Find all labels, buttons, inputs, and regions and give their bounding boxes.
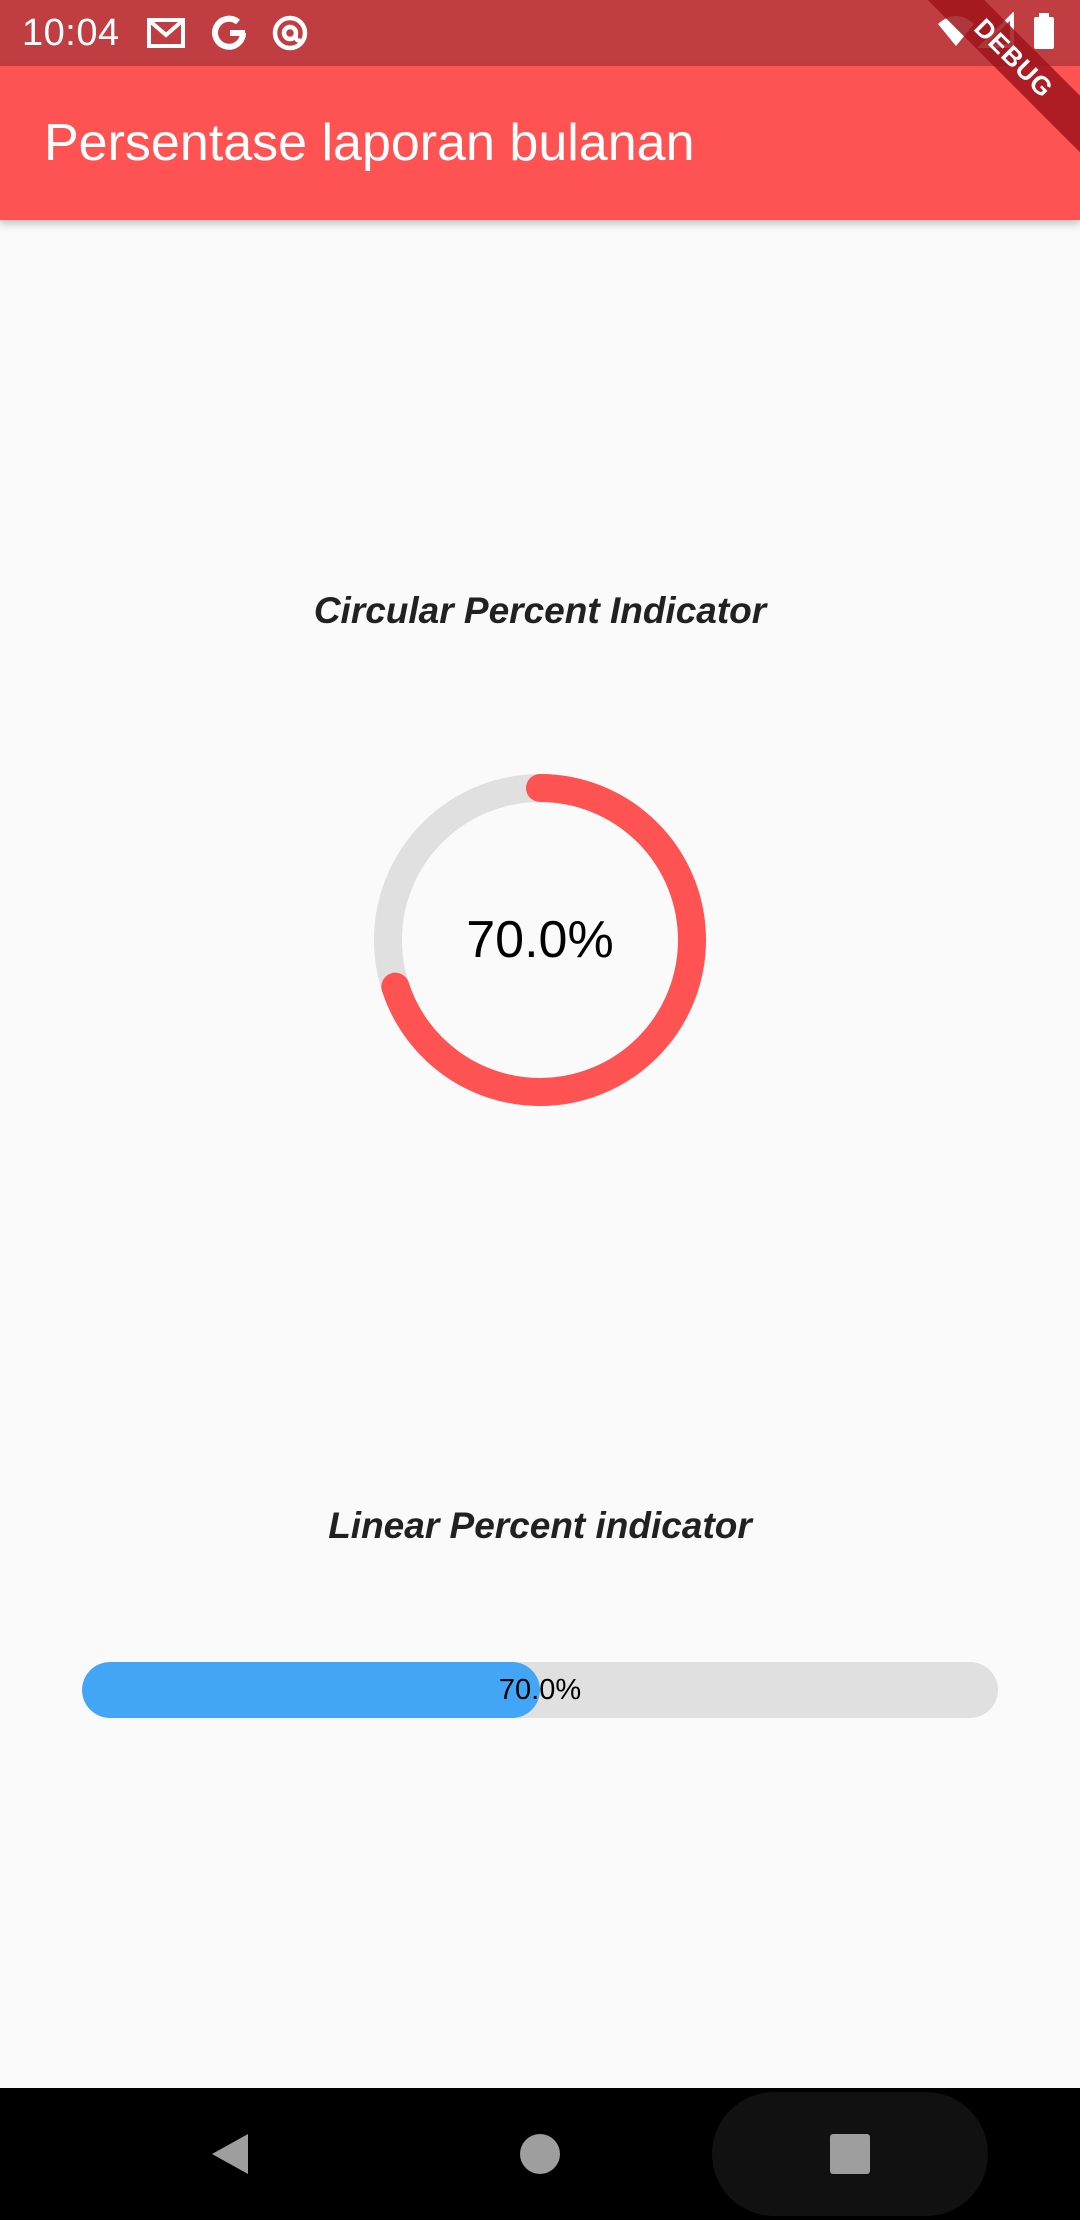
status-time: 10:04 xyxy=(22,12,120,54)
linear-progress xyxy=(82,1662,540,1718)
status-bar: 10:04 xyxy=(0,0,1080,66)
wifi-icon xyxy=(936,12,976,50)
circular-percent-label: 70.0% xyxy=(466,911,614,969)
google-icon xyxy=(210,14,250,52)
home-icon xyxy=(520,2134,560,2174)
recents-icon xyxy=(830,2134,870,2174)
navigation-bar xyxy=(0,2088,1080,2220)
app-bar: Persentase laporan bulanan xyxy=(0,66,1080,220)
at-sign-icon xyxy=(270,14,310,52)
battery-icon xyxy=(1030,12,1058,50)
circular-percent-indicator: 70.0% xyxy=(374,774,706,1106)
gmail-icon xyxy=(146,14,186,52)
back-icon xyxy=(212,2134,248,2174)
linear-indicator-title: Linear Percent indicator xyxy=(328,1505,752,1546)
back-button[interactable] xyxy=(180,2088,280,2220)
circular-indicator-title: Circular Percent Indicator xyxy=(313,590,767,631)
circular-progress xyxy=(374,774,706,1106)
page-title: Persentase laporan bulanan xyxy=(44,114,695,172)
linear-percent-indicator: 70.0% xyxy=(82,1662,998,1718)
recents-button[interactable] xyxy=(712,2092,988,2216)
linear-percent-label: 70.0% xyxy=(498,1674,582,1706)
home-button[interactable] xyxy=(490,2088,590,2220)
signal-icon xyxy=(978,12,1018,50)
